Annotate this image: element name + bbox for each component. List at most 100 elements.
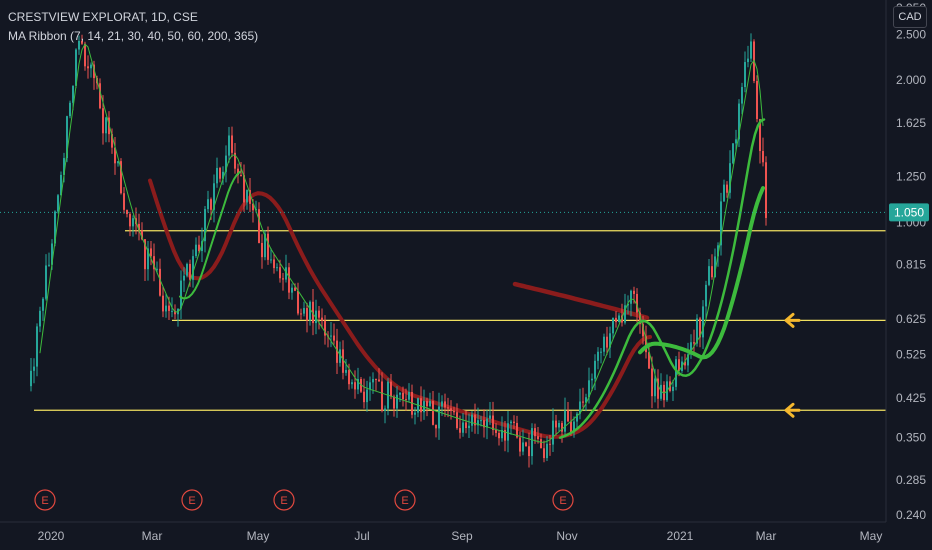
- candle-body: [183, 275, 185, 281]
- candle-body: [573, 421, 575, 433]
- earnings-badge: [181, 489, 203, 511]
- earnings-badge-label: E: [280, 495, 287, 507]
- candle-body: [369, 382, 371, 390]
- candle-body: [408, 392, 410, 400]
- candle-body: [477, 420, 479, 426]
- candle-body: [180, 280, 182, 309]
- candle-body: [519, 437, 521, 452]
- y-tick-label: 2.500: [896, 27, 926, 41]
- candle-body: [435, 424, 437, 429]
- candle-body: [498, 432, 500, 439]
- candle-body: [711, 266, 713, 278]
- candle-body: [258, 209, 260, 243]
- candle-body: [45, 265, 47, 299]
- candle-body: [564, 410, 566, 432]
- candle-body: [645, 336, 647, 353]
- candle-body: [66, 116, 68, 159]
- earnings-badge-label: E: [559, 495, 566, 507]
- candle-body: [81, 41, 83, 44]
- candle-body: [153, 256, 155, 270]
- candle-body: [384, 408, 386, 411]
- candle-body: [270, 259, 272, 261]
- candlesticks: [30, 33, 767, 468]
- candle-body: [237, 168, 239, 176]
- candle-body: [63, 158, 65, 175]
- candle-body: [381, 381, 383, 411]
- candle-body: [222, 171, 224, 179]
- candle-body: [747, 58, 749, 63]
- ma-slow-line: [638, 186, 765, 360]
- candle-body: [525, 442, 527, 447]
- candle-body: [207, 199, 209, 210]
- candle-body: [516, 423, 518, 438]
- candle-body: [210, 199, 212, 210]
- candle-body: [249, 190, 251, 204]
- candle-body: [462, 422, 464, 433]
- candle-body: [132, 218, 134, 227]
- candle-body: [399, 392, 401, 395]
- candle-body: [321, 317, 323, 321]
- candle-body: [264, 233, 266, 258]
- candle-body: [234, 152, 236, 169]
- ma-ribbon-lines: [39, 43, 766, 443]
- candle-body: [168, 305, 170, 311]
- candle-body: [465, 422, 467, 429]
- currency-button[interactable]: CAD: [893, 6, 927, 28]
- candle-body: [141, 230, 143, 240]
- ma-short-line: [39, 43, 764, 443]
- y-tick-label: 0.425: [896, 391, 926, 405]
- candle-body: [246, 190, 248, 203]
- candle-body: [534, 428, 536, 437]
- candle-body: [261, 242, 263, 258]
- candle-body: [54, 211, 56, 244]
- candle-body: [279, 267, 281, 279]
- candle-body: [243, 175, 245, 203]
- candle-body: [495, 429, 497, 433]
- y-tick-label: 0.525: [896, 348, 926, 362]
- candle-body: [138, 223, 140, 231]
- candle-body: [291, 287, 293, 293]
- candle-body: [129, 214, 131, 227]
- candle-body: [531, 428, 533, 457]
- candle-body: [429, 401, 431, 407]
- candle-body: [714, 256, 716, 278]
- candle-body: [738, 103, 740, 140]
- candle-body: [159, 268, 161, 296]
- candle-body: [30, 370, 32, 387]
- candle-body: [162, 295, 164, 312]
- candle-body: [99, 83, 101, 109]
- candle-body: [393, 396, 395, 409]
- candle-body: [537, 436, 539, 440]
- earnings-badge: [34, 489, 56, 511]
- y-tick-label: 2.000: [896, 73, 926, 87]
- candle-body: [693, 342, 695, 344]
- x-tick-label: 2020: [38, 529, 65, 543]
- candle-body: [699, 318, 701, 338]
- candle-body: [366, 389, 368, 403]
- candle-body: [390, 381, 392, 397]
- candle-body: [402, 392, 404, 400]
- chart-legend: CRESTVIEW EXPLORAT, 1D, CSE MA Ribbon (7…: [8, 8, 258, 46]
- candle-body: [702, 306, 704, 338]
- candle-body: [78, 41, 80, 50]
- candle-body: [39, 310, 41, 327]
- current-price-badge: [889, 203, 929, 222]
- symbol-title[interactable]: CRESTVIEW EXPLORAT, 1D, CSE: [8, 10, 198, 24]
- candle-body: [351, 382, 353, 385]
- earnings-badge: [394, 489, 416, 511]
- candle-body: [720, 201, 722, 246]
- earnings-badge-label: E: [401, 495, 408, 507]
- candle-body: [447, 407, 449, 409]
- candle-body: [111, 134, 113, 148]
- candle-body: [486, 418, 488, 428]
- candle-body: [756, 80, 758, 120]
- indicator-title[interactable]: MA Ribbon (7, 14, 21, 30, 40, 50, 60, 20…: [8, 29, 259, 43]
- candle-body: [48, 264, 50, 266]
- candle-body: [51, 243, 53, 265]
- candle-body: [600, 351, 602, 353]
- candle-body: [627, 303, 629, 306]
- candle-body: [156, 268, 158, 270]
- candle-body: [273, 259, 275, 269]
